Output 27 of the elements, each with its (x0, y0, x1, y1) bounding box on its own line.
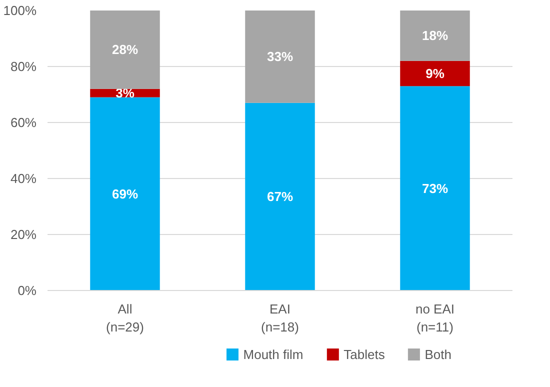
bar (400, 86, 470, 290)
data-label: 9% (426, 66, 445, 81)
legend-label: Mouth film (243, 347, 304, 362)
bar (90, 10, 160, 89)
data-label: 18% (422, 28, 448, 44)
x-tick-label: EAI (n=18) (261, 302, 299, 334)
data-label: 67% (266, 189, 294, 204)
data-label: 69% (112, 186, 138, 202)
data-label: 3% (116, 86, 135, 101)
bar (245, 102, 315, 290)
data-label: 33% (266, 49, 294, 64)
y-tick-label: 40% (10, 171, 37, 186)
bar (400, 60, 470, 86)
bar (245, 10, 315, 103)
data-label: 73% (422, 180, 448, 196)
y-tick-label: 80% (10, 59, 37, 74)
x-tick-label: All (n=29) (106, 302, 144, 334)
bar (90, 97, 160, 290)
legend-label: Both (424, 347, 452, 362)
data-label: 28% (112, 42, 138, 58)
legend-label: Tablets (344, 347, 386, 362)
y-tick-label: 100% (3, 3, 37, 18)
y-tick-label: 0% (18, 283, 37, 298)
y-tick-label: 20% (10, 227, 37, 242)
y-tick-label: 60% (10, 115, 37, 130)
bar (400, 10, 470, 61)
x-tick-label: no EAI (n=11) (415, 302, 455, 334)
